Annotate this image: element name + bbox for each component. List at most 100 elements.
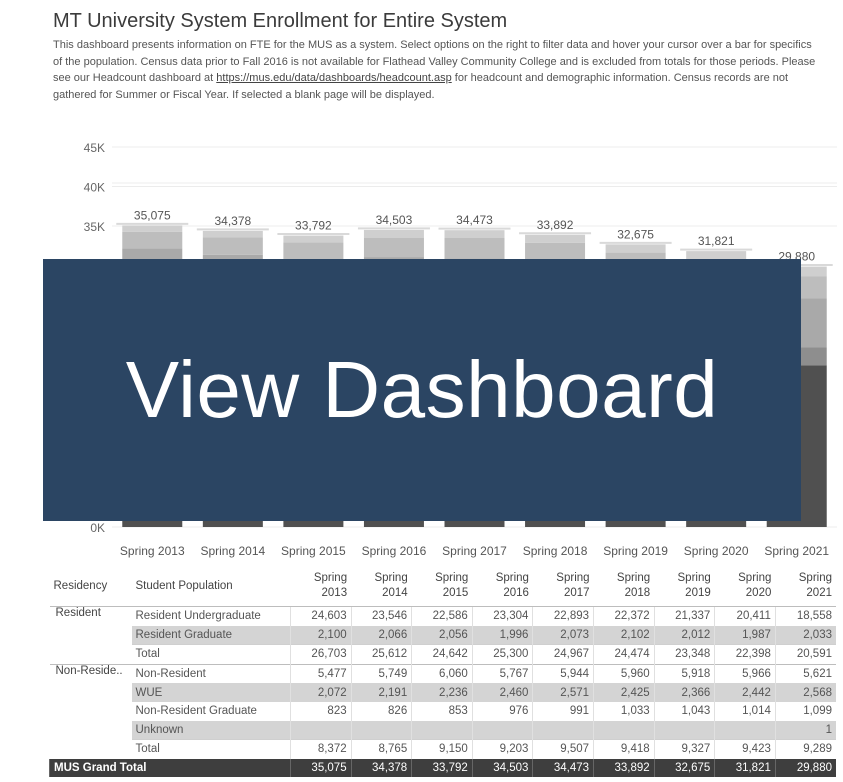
value-cell: [471, 720, 533, 740]
value-cell: 22,398: [714, 644, 776, 665]
term-header: Spring 2013: [313, 572, 348, 599]
value-cell: 5,621: [774, 663, 836, 684]
value-cell: 9,289: [774, 739, 836, 759]
value-cell: [532, 720, 594, 740]
bar-total-label: 31,821: [698, 234, 735, 248]
value-cell: 9,423: [714, 739, 776, 759]
term-header: Spring 2019: [677, 572, 711, 599]
value-cell: 2,425: [593, 683, 655, 702]
bar-total-label: 33,792: [295, 219, 332, 233]
value-cell: 22,893: [532, 605, 594, 626]
term-header: Spring 2017: [556, 572, 590, 599]
value-cell: 21,337: [653, 605, 715, 626]
grand-total-value: 34,503: [471, 758, 533, 777]
value-cell: 25,300: [471, 644, 533, 665]
bar-segment: [525, 242, 586, 263]
value-cell: [593, 720, 655, 740]
value-cell: 23,348: [653, 644, 715, 665]
value-cell: 9,150: [411, 739, 473, 759]
term-header: Spring 2014: [374, 572, 408, 599]
bar-total-label: 34,378: [214, 214, 251, 228]
view-dashboard-button[interactable]: View Dashboard: [43, 259, 801, 521]
value-cell: 5,966: [714, 663, 776, 684]
value-cell: 25,612: [350, 644, 412, 665]
table-row: Resident Graduate 2,100 2,066 2,056 1,996 2,0…: [50, 625, 836, 645]
value-cell: 9,203: [471, 739, 533, 759]
value-cell: 5,918: [653, 663, 715, 684]
value-cell: 23,304: [471, 605, 533, 626]
residency-header: Residency: [53, 579, 108, 592]
grand-total-value: 31,821: [714, 758, 776, 777]
x-tick-label: Spring 2021: [764, 544, 829, 558]
table-row: Total 26,703 25,612 24,642 25,300 24,967 24,47…: [50, 644, 836, 665]
term-header: Spring 2018: [616, 572, 651, 599]
value-cell: 2,066: [350, 625, 412, 645]
value-cell: 2,012: [653, 625, 715, 645]
value-cell: 1: [774, 720, 836, 740]
value-cell: 5,749: [350, 663, 412, 684]
value-cell: 24,967: [532, 644, 594, 665]
population-cell: Total: [131, 739, 291, 759]
value-cell: 5,477: [290, 663, 352, 684]
value-cell: 2,033: [774, 625, 836, 645]
table-row: WUE 2,072 2,191 2,236 2,460 2,571 2,425 2,366 2,…: [50, 683, 836, 702]
x-tick-label: Spring 2018: [523, 544, 588, 558]
grand-total-value: 33,892: [593, 758, 655, 777]
population-cell: Resident Undergraduate: [131, 605, 291, 626]
value-cell: 9,327: [653, 739, 715, 759]
value-cell: 26,703: [290, 644, 352, 665]
bar-segment: [202, 237, 263, 255]
population-cell: Non-Resident: [131, 663, 291, 684]
value-cell: 22,586: [411, 605, 473, 626]
value-cell: 9,507: [532, 739, 594, 759]
bar-total-label: 34,503: [376, 213, 413, 227]
value-cell: 5,960: [593, 663, 655, 684]
bar-total-label: 33,892: [537, 218, 574, 232]
bar-segment: [444, 230, 505, 239]
value-cell: 2,442: [714, 683, 776, 702]
value-cell: 6,060: [411, 663, 473, 684]
value-cell: 23,546: [350, 605, 412, 626]
y-tick-label: 0K: [90, 521, 105, 535]
grand-total-value: 29,880: [774, 758, 836, 777]
table-row: Total 8,372 8,765 9,150 9,203 9,507 9,418 9,327…: [50, 739, 836, 759]
value-cell: 2,568: [774, 683, 836, 702]
value-cell: 976: [471, 701, 533, 721]
headcount-dashboard-link[interactable]: https://mus.edu/data/dashboards/headcoun…: [216, 72, 452, 84]
value-cell: 2,102: [593, 625, 655, 645]
bar-segment: [363, 229, 424, 238]
grand-total-label: MUS Grand Total: [49, 758, 291, 777]
residency-cell: Resident: [49, 606, 132, 665]
population-cell: Resident Graduate: [131, 625, 291, 645]
value-cell: 24,474: [593, 644, 655, 665]
value-cell: 5,767: [471, 663, 533, 684]
y-tick-label: 40K: [84, 181, 105, 195]
value-cell: 1,996: [471, 625, 533, 645]
bar-total-label: 34,473: [456, 213, 493, 227]
value-cell: 1,033: [593, 701, 655, 721]
bar-segment: [525, 234, 586, 243]
y-tick-label: 35K: [84, 220, 105, 234]
value-cell: 2,236: [411, 683, 473, 702]
description-text-cont: for headcount and demographic informatio…: [53, 72, 789, 101]
population-cell: Unknown: [131, 720, 291, 740]
term-header: Spring 2020: [738, 572, 772, 599]
value-cell: [350, 720, 412, 740]
grand-total-value: 32,675: [653, 758, 715, 777]
table-row: Non-Resident Graduate 823 826 853 976 991 1,03…: [50, 701, 836, 721]
population-cell: Non-Resident Graduate: [135, 705, 257, 718]
value-cell: 22,372: [593, 605, 655, 626]
value-cell: 991: [532, 701, 594, 721]
x-tick-label: Spring 2017: [442, 544, 507, 558]
x-tick-label: Spring 2013: [120, 544, 185, 558]
value-cell: 2,366: [653, 683, 715, 702]
description-text: This dashboard presents information on F…: [53, 39, 816, 84]
value-cell: 853: [411, 701, 473, 721]
value-cell: 20,591: [774, 644, 836, 665]
dashboard-description: This dashboard presents information on F…: [53, 37, 823, 103]
term-header: Spring 2015: [435, 572, 469, 599]
value-cell: 2,056: [411, 625, 473, 645]
view-dashboard-label: View Dashboard: [125, 345, 719, 434]
x-tick-label: Spring 2015: [281, 544, 346, 558]
bar-segment: [686, 251, 747, 260]
